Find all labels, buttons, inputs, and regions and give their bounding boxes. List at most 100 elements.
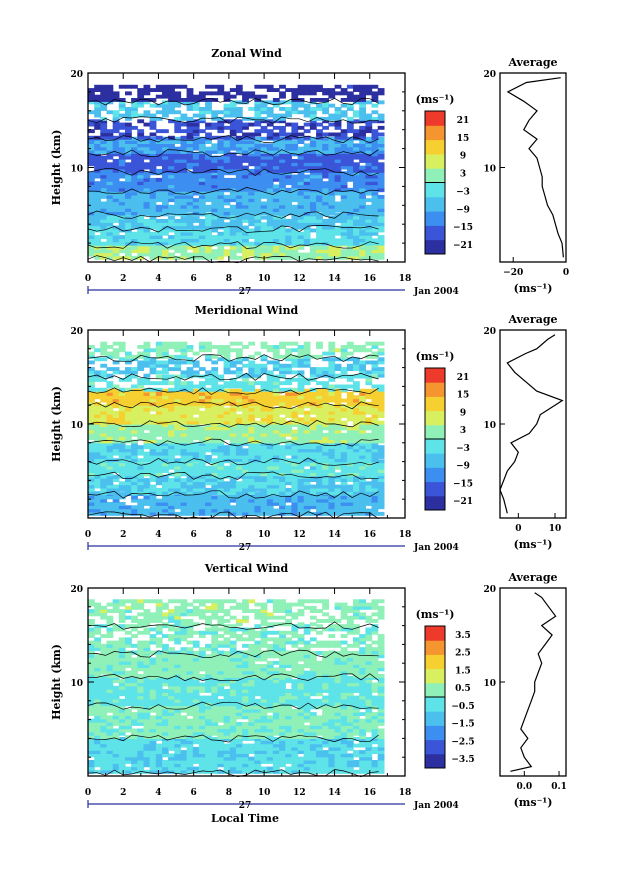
heatmap-cell xyxy=(155,441,163,446)
heatmap-cell xyxy=(112,165,120,170)
heatmap-cell xyxy=(106,404,114,409)
heatmap-cell xyxy=(272,98,280,102)
heatmap-cell xyxy=(180,245,188,250)
heatmap-cell xyxy=(155,228,163,233)
heatmap-cell xyxy=(149,429,157,434)
colorbar-unit: (ms⁻¹) xyxy=(416,350,455,363)
heatmap-cell xyxy=(174,208,182,212)
heatmap-cell xyxy=(180,360,188,365)
heatmap-cell xyxy=(359,116,366,121)
heatmap-cell xyxy=(112,110,120,115)
heatmap-cell xyxy=(322,136,329,141)
heatmap-cell xyxy=(155,231,163,236)
heatmap-cell xyxy=(309,407,317,412)
heatmap-cell xyxy=(106,143,114,148)
heatmap-cell xyxy=(235,88,243,92)
heatmap-cell xyxy=(137,451,145,456)
heatmap-cell xyxy=(322,162,329,167)
heatmap-cell xyxy=(131,469,138,473)
heatmap-cell xyxy=(174,478,182,482)
heatmap-cell xyxy=(303,165,311,170)
heatmap-cell xyxy=(260,417,268,422)
heatmap-cell xyxy=(149,252,157,257)
heatmap-cell xyxy=(223,235,231,239)
heatmap-cell xyxy=(180,201,188,206)
heatmap-cell xyxy=(334,451,342,456)
heatmap-cell xyxy=(328,94,336,99)
heatmap-cell xyxy=(211,760,219,764)
heatmap-cell xyxy=(328,377,336,382)
heatmap-cell xyxy=(229,249,237,254)
heatmap-cell xyxy=(309,159,317,163)
heatmap-cell xyxy=(149,491,157,496)
heatmap-cell xyxy=(279,132,286,137)
heatmap-cell xyxy=(186,135,194,140)
heatmap-cell xyxy=(137,448,145,453)
heatmap-cell xyxy=(377,766,385,771)
heatmap-cell xyxy=(211,395,219,400)
heatmap-cell xyxy=(303,238,311,243)
heatmap-cell xyxy=(334,252,342,257)
heatmap-cell xyxy=(297,502,305,506)
heatmap-cell xyxy=(155,360,163,365)
heatmap-cell xyxy=(211,448,219,453)
heatmap-cell xyxy=(266,168,274,173)
heatmap-cell xyxy=(118,451,126,456)
heatmap-cell xyxy=(131,414,138,418)
heatmap-cell xyxy=(162,360,169,365)
heatmap-cell xyxy=(223,201,231,206)
heatmap-cell xyxy=(137,769,145,774)
heatmap-cell xyxy=(371,103,379,108)
heatmap-cell xyxy=(162,168,169,173)
heatmap-cell xyxy=(100,370,108,375)
heatmap-cell xyxy=(198,760,206,764)
heatmap-cell xyxy=(266,119,274,124)
heatmap-cell xyxy=(309,469,317,473)
heatmap-cell xyxy=(186,215,194,220)
heatmap-cell xyxy=(322,231,329,236)
heatmap-cell xyxy=(371,110,379,115)
heatmap-cell xyxy=(168,398,175,403)
heatmap-cell xyxy=(186,208,194,212)
heatmap-cell xyxy=(248,174,256,179)
heatmap-cell xyxy=(137,168,145,173)
heatmap-cell xyxy=(359,177,366,182)
heatmap-cell xyxy=(365,113,373,118)
heatmap-cell xyxy=(106,401,114,406)
heatmap-cell xyxy=(223,363,231,368)
heatmap-cell xyxy=(254,177,262,182)
heatmap-cell xyxy=(100,155,108,160)
heatmap-cell xyxy=(340,436,348,441)
heatmap-cell xyxy=(266,495,274,500)
heatmap-cell xyxy=(353,143,360,148)
heatmap-cell xyxy=(125,219,132,223)
colorbar-swatch xyxy=(425,111,445,126)
heatmap-cell xyxy=(131,432,138,437)
heatmap-cell xyxy=(137,472,145,477)
heatmap-cell xyxy=(291,110,299,115)
heatmap-cell xyxy=(192,252,200,257)
y-tick-label: 20 xyxy=(70,327,83,337)
heatmap-cell xyxy=(155,401,163,406)
heatmap-cell xyxy=(377,119,385,124)
heatmap-cell xyxy=(229,191,237,196)
heatmap-cell xyxy=(235,222,243,227)
heatmap-cell xyxy=(285,432,292,437)
heatmap-cell xyxy=(285,249,292,254)
heatmap-cell xyxy=(155,465,163,470)
heatmap-cell xyxy=(346,159,354,163)
heatmap-cell xyxy=(334,508,342,513)
heatmap-cell xyxy=(371,165,379,170)
heatmap-cell xyxy=(316,423,323,427)
heatmap-cell xyxy=(322,255,329,260)
heatmap-cell xyxy=(377,351,385,356)
heatmap-cell xyxy=(205,225,212,230)
heatmap-cell xyxy=(297,478,305,482)
heatmap-cells xyxy=(87,341,385,520)
heatmap-cell xyxy=(279,387,286,392)
heatmap-cell xyxy=(100,228,108,233)
heatmap-cell xyxy=(162,401,169,406)
heatmap-cell xyxy=(254,238,262,243)
heatmap-cell xyxy=(235,374,243,379)
heatmap-cell xyxy=(94,387,101,392)
